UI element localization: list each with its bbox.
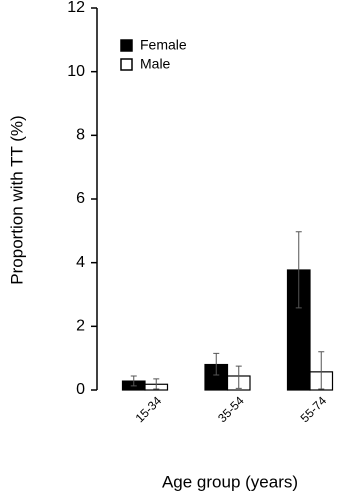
y-tick-label: 4: [76, 254, 85, 271]
legend-swatch: [120, 39, 133, 52]
x-tick-label: 15-34: [133, 393, 165, 425]
x-tick-label: 35-54: [215, 393, 247, 425]
error-bar: [235, 365, 242, 389]
y-tick-label: 10: [67, 63, 85, 80]
legend-label: Male: [140, 56, 171, 72]
x-axis-label: Age group (years): [162, 472, 298, 491]
legend-swatch: [120, 58, 133, 71]
y-tick-label: 12: [67, 0, 85, 16]
x-tick-label: 55-74: [298, 393, 330, 425]
error-bar: [213, 352, 220, 376]
y-tick-label: 2: [76, 318, 85, 335]
y-tick-label: 6: [76, 190, 85, 207]
error-bar: [130, 375, 137, 387]
error-bar: [295, 231, 302, 309]
y-tick-label: 8: [76, 127, 85, 144]
legend-label: Female: [140, 37, 187, 53]
y-axis-label: Proportion with TT (%): [7, 115, 26, 284]
y-tick-label: 0: [76, 381, 85, 398]
error-bar: [318, 351, 325, 390]
error-bar: [153, 378, 160, 390]
